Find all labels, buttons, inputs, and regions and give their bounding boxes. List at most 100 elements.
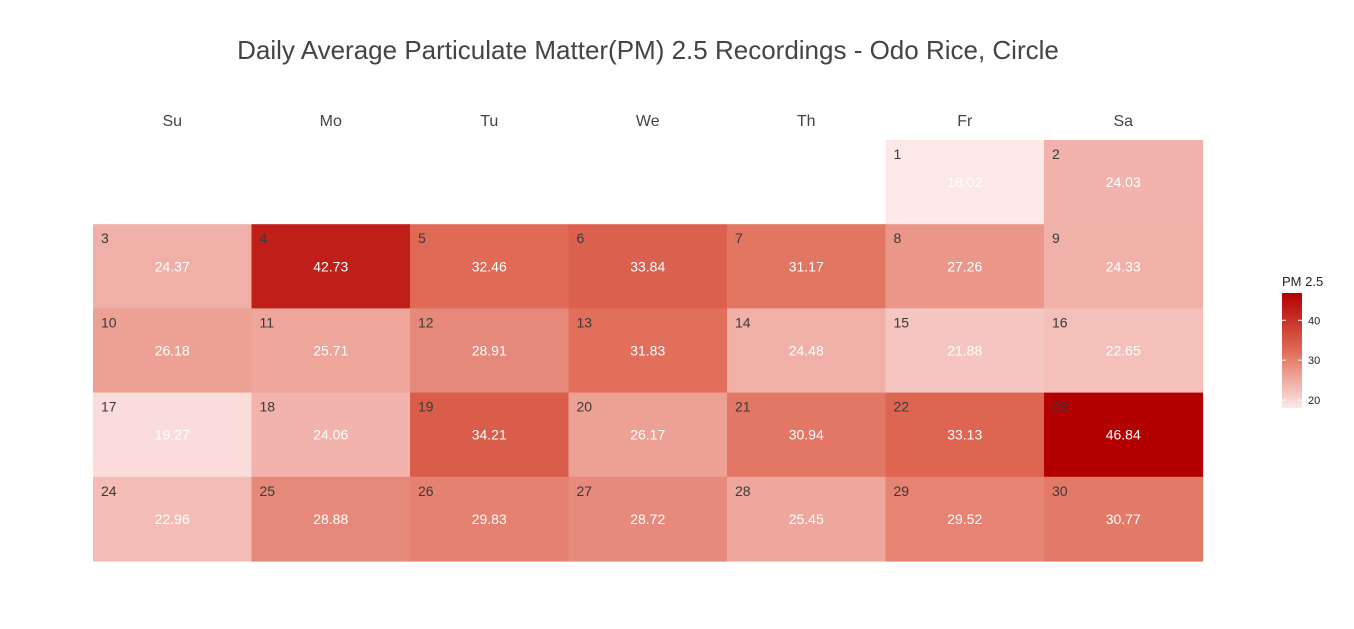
- weekday-header-row: Su Mo Tu We Th Fr Sa: [162, 113, 1133, 130]
- day-cell-19: 19 34.21: [410, 392, 570, 478]
- day-cell-1: 118.02: [885, 140, 1045, 225]
- day-number: 28: [735, 483, 751, 499]
- day-cell-3: 324.37: [93, 224, 253, 309]
- day-value: 22.96: [155, 511, 190, 527]
- weekday-label-tu: Tu: [480, 113, 498, 130]
- day-cell-fill: [568, 476, 728, 562]
- day-cell-fill: [885, 140, 1045, 225]
- day-cell-9: 924.33: [1044, 224, 1204, 309]
- day-number: 2: [1052, 146, 1060, 162]
- day-cell-25: 25 28.88: [251, 476, 411, 562]
- day-value: 33.13: [947, 427, 982, 443]
- day-number: 7: [735, 230, 743, 246]
- legend-color-bar: [1282, 293, 1302, 408]
- day-number: 17: [101, 399, 117, 415]
- day-number: 27: [577, 483, 593, 499]
- day-cell-fill: [251, 392, 411, 478]
- color-legend: PM 2.5 20 30 40: [1282, 274, 1323, 408]
- day-cell-30: 30 30.77: [1044, 476, 1204, 562]
- day-value: 24.48: [789, 343, 824, 359]
- day-value: 30.94: [789, 427, 824, 443]
- day-cell-fill: [93, 308, 253, 394]
- day-number: 19: [418, 399, 434, 415]
- day-cell-fill: [1044, 140, 1204, 225]
- day-cell-fill: [93, 392, 253, 478]
- day-value: 25.71: [313, 343, 348, 359]
- day-cell-fill: [568, 392, 728, 478]
- day-number: 18: [260, 399, 276, 415]
- day-value: 30.77: [1106, 511, 1141, 527]
- day-cell-fill: [410, 308, 570, 394]
- weekday-label-we: We: [636, 113, 660, 130]
- day-cell-fill: [727, 308, 887, 394]
- day-cell-fill: [885, 476, 1045, 562]
- day-cell-fill: [727, 476, 887, 562]
- day-value: 25.45: [789, 511, 824, 527]
- day-cell-20: 20 26.17: [568, 392, 728, 478]
- day-cell-23: 23 46.84: [1044, 392, 1204, 478]
- day-number: 24: [101, 483, 117, 499]
- calendar-grid: 118.02224.03324.37442.73532.46633.84731.…: [93, 140, 1204, 562]
- day-cell-fill: [885, 308, 1045, 394]
- day-value: 31.17: [789, 258, 824, 274]
- day-cell-7: 731.17: [727, 224, 887, 309]
- day-cell-16: 16 22.65: [1044, 308, 1204, 394]
- legend-ticks: 20 30 40: [1282, 315, 1320, 407]
- day-cell-fill: [885, 392, 1045, 478]
- day-number: 10: [101, 314, 117, 330]
- day-cell-fill: [251, 308, 411, 394]
- day-value: 27.26: [947, 258, 982, 274]
- day-cell-11: 11 25.71: [251, 308, 411, 394]
- day-number: 6: [577, 230, 585, 246]
- day-cell-4: 442.73: [251, 224, 411, 309]
- day-number: 8: [894, 230, 902, 246]
- day-value: 29.83: [472, 511, 507, 527]
- day-number: 23: [1052, 399, 1068, 415]
- day-value: 31.83: [630, 343, 665, 359]
- day-number: 25: [260, 483, 276, 499]
- day-cell-fill: [1044, 308, 1204, 394]
- day-value: 22.65: [1106, 343, 1141, 359]
- day-cell-21: 21 30.94: [727, 392, 887, 478]
- day-number: 26: [418, 483, 434, 499]
- day-value: 42.73: [313, 258, 348, 274]
- day-value: 29.52: [947, 511, 982, 527]
- day-value: 28.72: [630, 511, 665, 527]
- day-value: 28.91: [472, 343, 507, 359]
- day-value: 26.18: [155, 343, 190, 359]
- day-cell-24: 24 22.96: [93, 476, 253, 562]
- day-number: 1: [894, 146, 902, 162]
- day-cell-fill: [251, 224, 411, 309]
- day-value: 46.84: [1106, 427, 1141, 443]
- day-number: 14: [735, 314, 751, 330]
- day-cell-13: 13 31.83: [568, 308, 728, 394]
- day-number: 16: [1052, 314, 1068, 330]
- weekday-label-mo: Mo: [320, 113, 342, 130]
- day-value: 18.02: [947, 174, 982, 190]
- day-cell-fill: [727, 224, 887, 309]
- day-value: 34.21: [472, 427, 507, 443]
- day-cell-14: 14 24.48: [727, 308, 887, 394]
- day-number: 21: [735, 399, 751, 415]
- day-cell-fill: [727, 392, 887, 478]
- day-cell-12: 12 28.91: [410, 308, 570, 394]
- day-cell-fill: [410, 224, 570, 309]
- legend-tick-label: 40: [1308, 315, 1320, 327]
- day-number: 29: [894, 483, 910, 499]
- day-cell-fill: [93, 224, 253, 309]
- day-number: 30: [1052, 483, 1068, 499]
- weekday-label-su: Su: [162, 113, 182, 130]
- chart-title: Daily Average Particulate Matter(PM) 2.5…: [237, 35, 1059, 65]
- day-number: 9: [1052, 230, 1060, 246]
- legend-title: PM 2.5: [1282, 274, 1323, 289]
- day-number: 5: [418, 230, 426, 246]
- day-value: 32.46: [472, 258, 507, 274]
- day-cell-fill: [568, 224, 728, 309]
- day-cell-22: 22 33.13: [885, 392, 1045, 478]
- day-cell-fill: [251, 476, 411, 562]
- day-number: 11: [260, 314, 275, 330]
- day-cell-15: 15 21.88: [885, 308, 1045, 394]
- legend-tick-label: 30: [1308, 355, 1320, 367]
- day-cell-26: 26 29.83: [410, 476, 570, 562]
